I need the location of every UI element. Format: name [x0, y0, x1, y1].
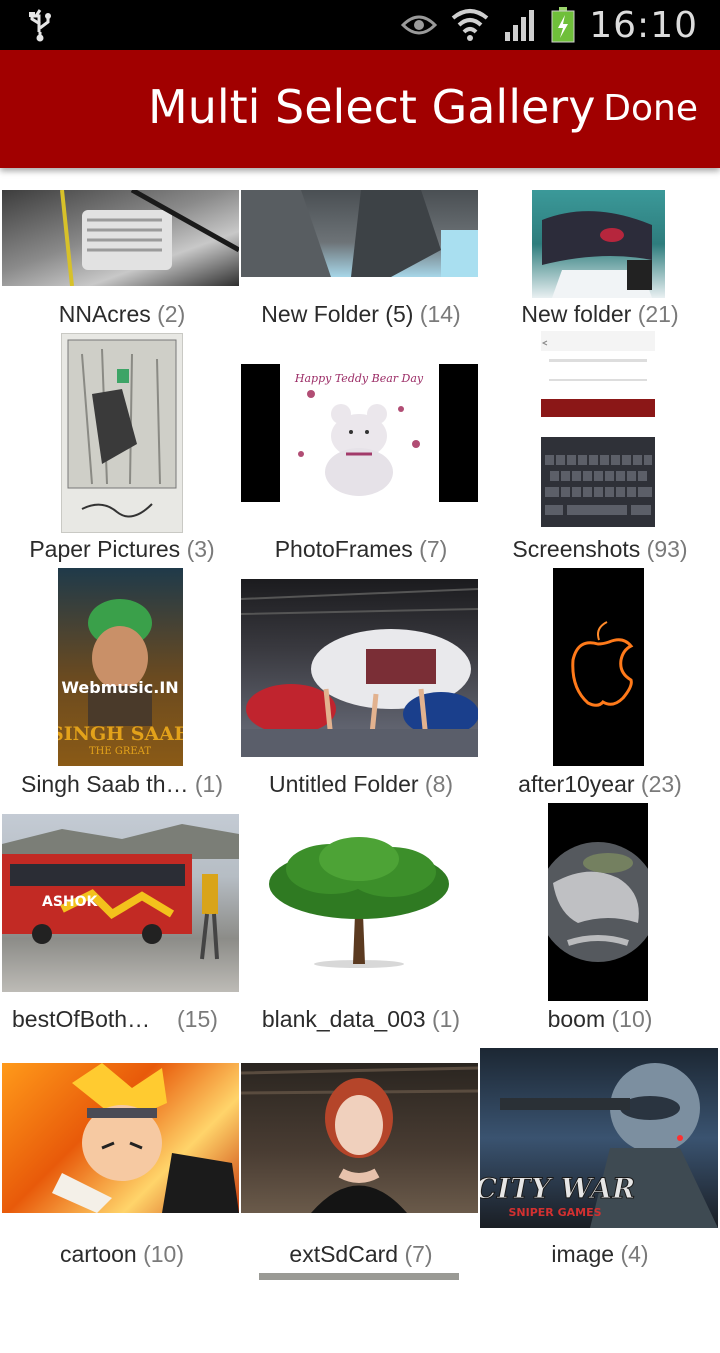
eye-icon [401, 15, 438, 35]
album-item[interactable]: Untitled Folder (8) [241, 579, 481, 883]
clock: 16:10 [589, 4, 698, 46]
album-item[interactable]: blank_data_003 (1) [241, 814, 481, 1118]
album-item[interactable]: New folder (21) [480, 178, 720, 413]
album-item[interactable]: cartoon (10) [2, 1063, 242, 1353]
battery-charging-icon [551, 7, 575, 43]
album-thumbnail [241, 814, 478, 992]
album-thumbnail [2, 1063, 239, 1213]
singh-subtitle: THE GREAT [89, 746, 151, 757]
album-label: New folder (21) [521, 301, 679, 327]
album-item[interactable]: extSdCard (7) [241, 1063, 481, 1353]
album-label: PhotoFrames (7) [274, 536, 448, 562]
album-thumbnail [241, 579, 478, 757]
album-item[interactable]: New Folder (5) (14) [241, 178, 481, 413]
singh-watermark: Webmusic.IN [61, 678, 178, 697]
page-title: Multi Select Gallery [148, 80, 596, 134]
citywar-title: CITY WAR [480, 1172, 635, 1205]
teddy-caption: Happy Teddy Bear Day [294, 372, 424, 385]
album-label: Screenshots (93) [512, 536, 688, 562]
album-item[interactable]: CITY WAR SNIPER GAMES image (4) [480, 1048, 720, 1353]
status-bar: 16:10 [0, 0, 720, 50]
album-item[interactable]: boom (10) [480, 803, 720, 1118]
album-label: New Folder (5) (14) [261, 301, 461, 327]
album-thumbnail: CITY WAR SNIPER GAMES [480, 1048, 718, 1228]
album-label: boom (10) [547, 1006, 653, 1032]
album-label: image (4) [551, 1241, 649, 1267]
album-thumbnail-partial [259, 1273, 459, 1280]
citywar-sub: SNIPER GAMES [508, 1206, 601, 1219]
album-item[interactable]: Webmusic.IN SINGH SAAB THE GREAT Singh S… [2, 568, 242, 883]
album-thumbnail [553, 568, 644, 766]
album-thumbnail: ASHOK [2, 814, 239, 992]
album-thumbnail [548, 803, 648, 1001]
album-label: after10year (23) [518, 771, 682, 797]
album-thumbnail [541, 331, 655, 527]
album-thumbnail: Happy Teddy Bear Day [241, 364, 478, 502]
wifi-icon [451, 9, 489, 41]
album-thumbnail [532, 190, 665, 298]
album-label: Untitled Folder (8) [268, 771, 454, 797]
album-label: cartoon (10) [59, 1241, 184, 1267]
album-label: extSdCard (7) [289, 1241, 433, 1267]
album-label: blank_data_003 (1) [261, 1006, 461, 1032]
album-item[interactable]: Paper Pictures (3) [2, 333, 242, 648]
signal-icon [505, 10, 535, 41]
album-item[interactable]: NNAcres (2) [2, 178, 242, 413]
album-thumbnail [241, 1063, 478, 1213]
bus-text: ASHOK [42, 894, 99, 910]
album-item[interactable]: ASHOK bestOfBoth… (15) [2, 814, 242, 1118]
action-bar: Multi Select Gallery Done [0, 50, 720, 168]
usb-icon [29, 9, 51, 42]
album-item[interactable]: Happy Teddy Bear Day PhotoFrames (7) [241, 364, 481, 648]
album-item[interactable]: after10year (23) [480, 568, 720, 883]
album-thumbnail [61, 333, 183, 533]
album-thumbnail: Webmusic.IN SINGH SAAB THE GREAT [58, 568, 183, 766]
album-label: Paper Pictures (3) [29, 536, 215, 562]
album-label: NNAcres (2) [58, 301, 186, 327]
album-thumbnail [241, 190, 478, 277]
album-item[interactable]: Screenshots (93) [480, 331, 720, 648]
done-button[interactable]: Done [603, 88, 698, 129]
singh-title: SINGH SAAB [58, 723, 183, 745]
album-thumbnail [2, 190, 239, 286]
album-grid: NNAcres (2) New Folder (5) (14) New fold… [0, 178, 720, 1280]
album-label: Singh Saab th… (1) [20, 771, 224, 797]
